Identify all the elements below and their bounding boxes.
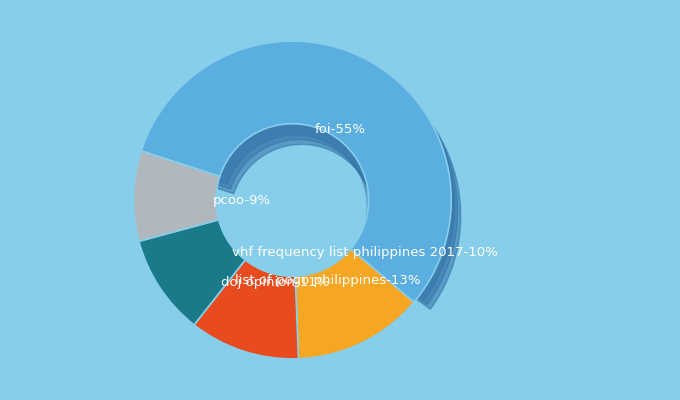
Wedge shape xyxy=(133,151,220,241)
Text: pcoo-9%: pcoo-9% xyxy=(213,194,271,207)
Wedge shape xyxy=(144,48,454,300)
Wedge shape xyxy=(141,41,452,302)
Wedge shape xyxy=(295,249,414,359)
Text: doj opinion-11%: doj opinion-11% xyxy=(222,276,330,289)
Wedge shape xyxy=(151,57,461,309)
Text: foi-55%: foi-55% xyxy=(315,123,366,136)
Wedge shape xyxy=(194,260,299,359)
Text: list of pogo philippines-13%: list of pogo philippines-13% xyxy=(235,274,420,287)
Wedge shape xyxy=(139,220,245,325)
Wedge shape xyxy=(148,52,458,304)
Text: vhf frequency list philippines 2017-10%: vhf frequency list philippines 2017-10% xyxy=(232,246,498,259)
